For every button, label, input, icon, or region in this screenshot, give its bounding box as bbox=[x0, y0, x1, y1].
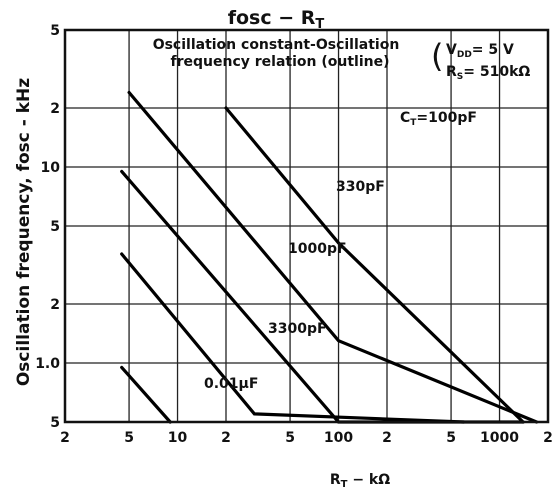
y-tick-label: 5 bbox=[50, 415, 60, 431]
series-line-2 bbox=[120, 169, 525, 424]
x-tick-label: 5 bbox=[446, 430, 456, 446]
series-label-3300pf: 3300pF bbox=[268, 321, 327, 337]
series-label-1000pf: 1000pF bbox=[288, 241, 347, 257]
y-tick-label: 1.0 bbox=[35, 356, 60, 372]
x-axis-label: RT − kΩ bbox=[330, 472, 390, 490]
series-line-4 bbox=[120, 365, 172, 424]
x-tick-label: 5 bbox=[285, 430, 295, 446]
y-tick-label: 5 bbox=[50, 219, 60, 235]
annotation-line2: frequency relation (outline) bbox=[171, 54, 390, 70]
series-labels: CT=100pF 330pF 1000pF 3300pF 0.01μF bbox=[204, 110, 477, 392]
y-tick-label: 2 bbox=[50, 297, 60, 313]
x-tick-label: 2 bbox=[60, 430, 70, 446]
x-tick-label: 10 bbox=[168, 430, 188, 446]
grid bbox=[64, 29, 549, 423]
annotation-line1: Oscillation constant-Oscillation bbox=[153, 37, 400, 53]
chart-title: fosc − RT bbox=[228, 7, 325, 32]
annotation-paren: ( bbox=[431, 37, 443, 75]
x-tick-label: 100 bbox=[324, 430, 353, 446]
y-axis-label: Oscillation frequency, fosc - kHz bbox=[14, 78, 34, 386]
series-label-100pf: CT=100pF bbox=[400, 110, 477, 128]
plot-frame bbox=[63, 28, 550, 424]
x-tick-label: 2 bbox=[382, 430, 392, 446]
series-label-001uf: 0.01μF bbox=[204, 376, 258, 392]
x-tick-label: 2 bbox=[221, 430, 231, 446]
annotation-vdd: VDD= 5 V bbox=[446, 42, 514, 60]
y-tick-label: 2 bbox=[50, 101, 60, 117]
x-tick-label: 5 bbox=[124, 430, 134, 446]
y-tick-label: 10 bbox=[41, 160, 61, 176]
series-line-1 bbox=[127, 90, 539, 424]
annotation: Oscillation constant-Oscillation frequen… bbox=[153, 37, 531, 82]
series-lines bbox=[120, 90, 539, 424]
series-line-0 bbox=[224, 106, 525, 424]
annotation-rs: RS= 510kΩ bbox=[446, 64, 530, 82]
x-tick-label: 2 bbox=[543, 430, 553, 446]
y-tick-label: 5 bbox=[50, 23, 60, 39]
series-line-3 bbox=[120, 252, 466, 424]
series-label-330pf: 330pF bbox=[336, 179, 385, 195]
x-tick-label: 1000 bbox=[480, 430, 519, 446]
